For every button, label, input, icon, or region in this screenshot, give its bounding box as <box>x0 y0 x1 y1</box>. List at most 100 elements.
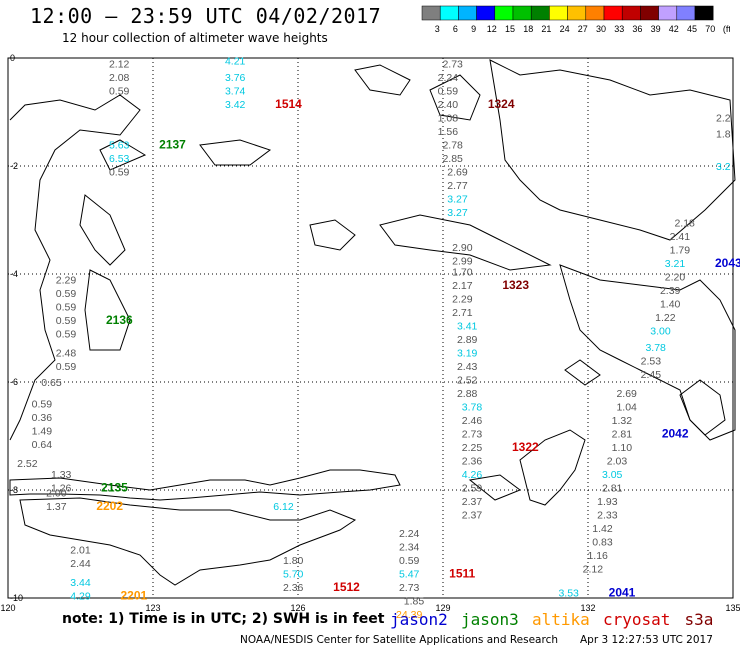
swh-value: 1.93 <box>597 496 618 508</box>
legend-item-jason2: jason2 <box>390 610 448 629</box>
swh-value: 2.88 <box>457 388 478 400</box>
swh-value: 2.33 <box>597 509 618 521</box>
scale-label: 6 <box>453 24 458 34</box>
swh-value: 0.59 <box>56 328 77 340</box>
swh-value: 0.59 <box>399 555 420 567</box>
track-time-label: 2041 <box>609 586 636 600</box>
swh-value: 1.8 <box>716 129 731 141</box>
scale-label: 70 <box>705 24 715 34</box>
x-tick-label: 126 <box>290 603 305 613</box>
swh-value: 0.59 <box>109 166 130 178</box>
swh-value: 1.85 <box>404 596 425 608</box>
scale-label: 27 <box>578 24 588 34</box>
swh-value: 3.44 <box>70 577 91 589</box>
swh-value: 0.59 <box>438 85 459 97</box>
x-tick-label: 120 <box>0 603 15 613</box>
swh-value: 0.59 <box>109 85 130 97</box>
satellite-track: 4.21 3.763.74 3.42 1514 <box>225 56 302 111</box>
swh-value: 3.00 <box>650 326 671 338</box>
swh-value: 2.36 <box>283 582 304 594</box>
swh-value: 2.53 <box>641 355 662 367</box>
coast-aru <box>679 379 726 436</box>
swh-value: 1.56 <box>438 126 459 138</box>
footnote: note: 1) Time is in UTC; 2) SWH is in fe… <box>62 611 385 627</box>
legend-item-altika: altika <box>532 610 590 629</box>
legend-item-jason3: jason3 <box>461 610 519 629</box>
satellite-track: 2.691.041.322.811.102.033.052.811.932.33… <box>583 388 689 576</box>
satellite-track: 1.331.26 2135 <box>51 469 128 495</box>
swh-value: 1.80 <box>283 555 304 567</box>
swh-value: 2.81 <box>602 482 623 494</box>
track-time-label: 2136 <box>106 313 133 327</box>
swh-value: 2.69 <box>447 166 468 178</box>
x-tick-label: 129 <box>435 603 450 613</box>
swh-value: 1.16 <box>587 550 608 562</box>
scale-label: 9 <box>471 24 476 34</box>
swh-value: 2.73 <box>442 58 463 70</box>
coast-sulawesi <box>9 94 147 441</box>
swh-value: 2.29 <box>56 274 77 286</box>
swh-value: 2.77 <box>447 180 468 192</box>
swh-value: 2.36 <box>462 455 483 467</box>
track-time-label: 2201 <box>121 588 148 602</box>
swh-value: 24.39 <box>396 609 422 621</box>
swh-value: 4.29 <box>70 590 91 602</box>
track-time-label: 2137 <box>159 137 186 151</box>
swh-value: 3.19 <box>457 347 478 359</box>
swh-value: 2.08 <box>109 72 130 84</box>
scale-label: 12 <box>487 24 497 34</box>
scale-label: 15 <box>505 24 515 34</box>
swh-value: 2.12 <box>583 563 604 575</box>
swh-value: 2.99 <box>452 256 473 268</box>
swh-value: 3.41 <box>457 320 478 332</box>
swh-value: 1.04 <box>616 401 637 413</box>
axis-tick-layer: 120 123 126 129 132 135 0 -2 -4 -6 -8 -10 <box>0 53 740 613</box>
y-tick-label: -10 <box>10 593 23 603</box>
scale-swatch <box>694 5 714 21</box>
swh-value: 2.73 <box>399 582 420 594</box>
swh-value: 1.37 <box>46 501 67 513</box>
swh-value: 2.2 <box>716 112 731 124</box>
swh-value: 2.71 <box>452 307 473 319</box>
scale-label: 39 <box>651 24 661 34</box>
scale-label: 3 <box>435 24 440 34</box>
y-tick-label: 0 <box>10 53 15 63</box>
swh-value: 2.12 <box>109 58 130 70</box>
scale-label: 42 <box>669 24 679 34</box>
swh-value: 2.81 <box>612 428 633 440</box>
swh-value: 2.78 <box>442 139 463 151</box>
swh-value: 3.2 <box>716 161 731 173</box>
page-subtitle: 12 hour collection of altimeter wave hei… <box>62 31 328 45</box>
swh-value: 2.17 <box>452 280 473 292</box>
track-layer: 4.213.763.743.42 15142.122.080.595.636.53… <box>17 56 740 622</box>
x-tick-label: 132 <box>580 603 595 613</box>
swh-value: 2.69 <box>616 388 637 400</box>
x-tick-label: 123 <box>145 603 160 613</box>
track-time-label: 1322 <box>512 440 539 454</box>
satellite-track: 2.73 2.240.59 2.401.08 1.562.78 2.852.69 2.77… <box>438 58 515 219</box>
satellite-track: 2.90 2.991.70 2.172.29 2.713.41 2.893.19 2.43… <box>452 242 529 400</box>
track-time-label: 2043 <box>715 256 740 270</box>
swh-value: 1.70 <box>452 266 473 278</box>
satellite-track: 2.290.590.590.590.592.480.590.650.590.36… <box>17 274 133 470</box>
swh-value: 0.83 <box>592 536 613 548</box>
swh-value: 2.73 <box>462 428 483 440</box>
swh-value: 0.59 <box>56 315 77 327</box>
swh-value: 1.10 <box>612 442 633 454</box>
page-title: 12:00 – 23:59 UTC 04/02/2017 <box>30 4 382 28</box>
swh-value: 3.53 <box>558 588 579 600</box>
swh-value: 1.32 <box>612 415 633 427</box>
satellite-track: 1.80 5.702.36 1512 <box>283 555 360 594</box>
track-time-label: 1323 <box>502 278 529 292</box>
scale-label: 21 <box>541 24 551 34</box>
swh-value: 2.18 <box>674 218 695 230</box>
map-frame <box>7 57 734 599</box>
x-tick-label: 135 <box>725 603 740 613</box>
swh-value: 2.85 <box>442 153 463 165</box>
y-tick-label: -4 <box>10 269 18 279</box>
swh-value: 2.41 <box>670 231 691 243</box>
swh-value: 5.47 <box>399 569 420 581</box>
swh-value: 3.27 <box>447 207 468 219</box>
